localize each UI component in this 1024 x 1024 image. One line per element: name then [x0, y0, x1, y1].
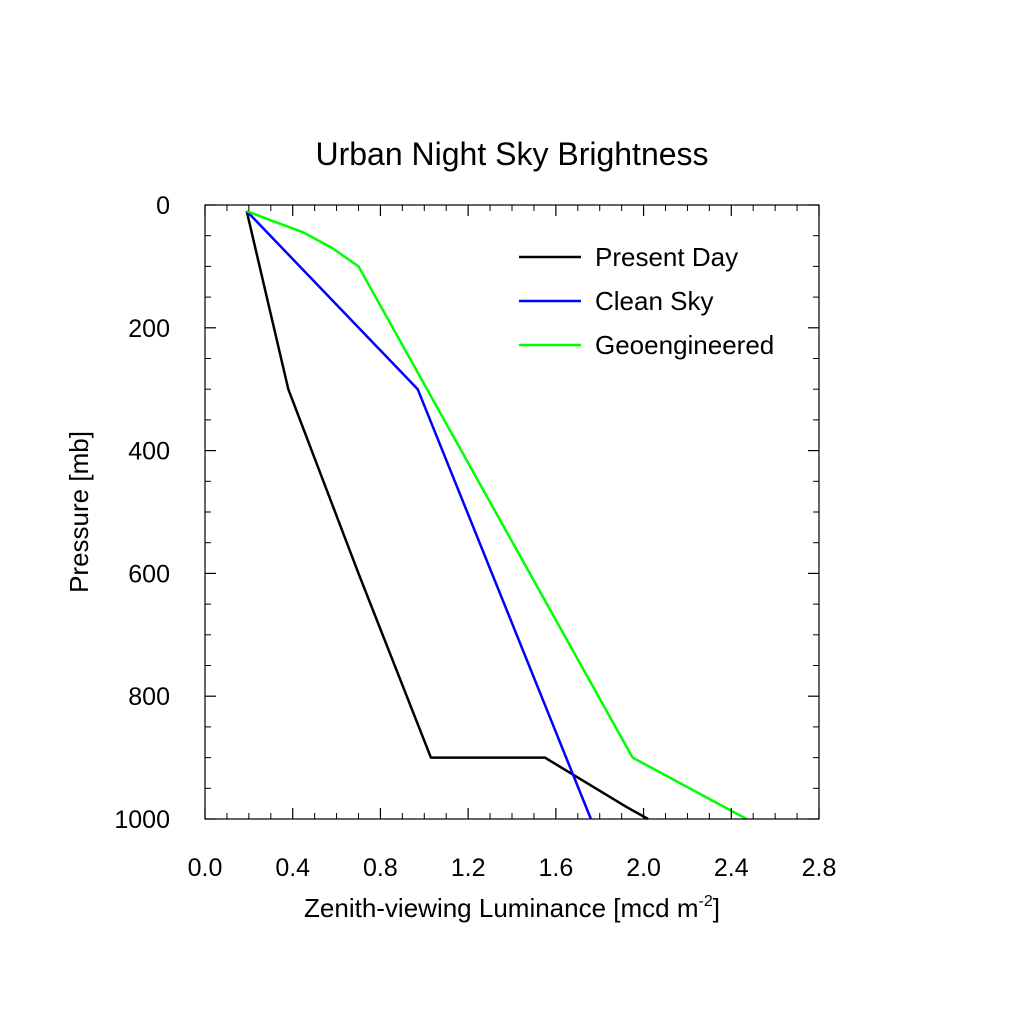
tick-layer: 0.0 0.4 0.8 1.2 1.6 2.0 2.4 2.8 0 200 400 600 800 100… [114, 192, 836, 882]
legend-label-present-day: Present Day [595, 242, 738, 272]
y-tick-label: 800 [128, 683, 170, 711]
x-axis-label: Zenith-viewing Luminance [mcd m-2] [304, 893, 720, 923]
series-layer [245, 209, 748, 821]
series-line-present-day [245, 210, 649, 821]
y-tick-label: 0 [156, 192, 170, 220]
x-tick-label: 2.4 [714, 854, 749, 882]
y-tick-label: 1000 [114, 806, 170, 834]
series-line-geoengineered [246, 209, 748, 821]
y-axis-label: Pressure [mb] [64, 431, 94, 593]
x-tick-label: 0.0 [188, 854, 223, 882]
x-tick-label: 1.6 [538, 854, 573, 882]
x-axis-label-end: ] [713, 893, 720, 923]
y-tick-label: 400 [128, 438, 170, 466]
legend: Present Day Clean Sky Geoengineered [519, 242, 774, 360]
x-tick-label: 0.4 [275, 854, 310, 882]
series-line-clean-sky [245, 210, 593, 820]
legend-label-geoengineered: Geoengineered [595, 330, 774, 360]
y-tick-label: 200 [128, 315, 170, 343]
plot-frame [204, 204, 820, 820]
x-tick-label: 2.0 [626, 854, 661, 882]
x-tick-label: 1.2 [451, 854, 486, 882]
x-tick-label: 2.8 [802, 854, 837, 882]
x-axis-label-main: Zenith-viewing Luminance [mcd m [304, 893, 699, 923]
x-axis-label-sup: -2 [699, 893, 713, 910]
chart-title: Urban Night Sky Brightness [315, 136, 708, 172]
legend-label-clean-sky: Clean Sky [595, 286, 714, 316]
x-tick-label: 0.8 [363, 854, 398, 882]
y-tick-label: 600 [128, 560, 170, 588]
